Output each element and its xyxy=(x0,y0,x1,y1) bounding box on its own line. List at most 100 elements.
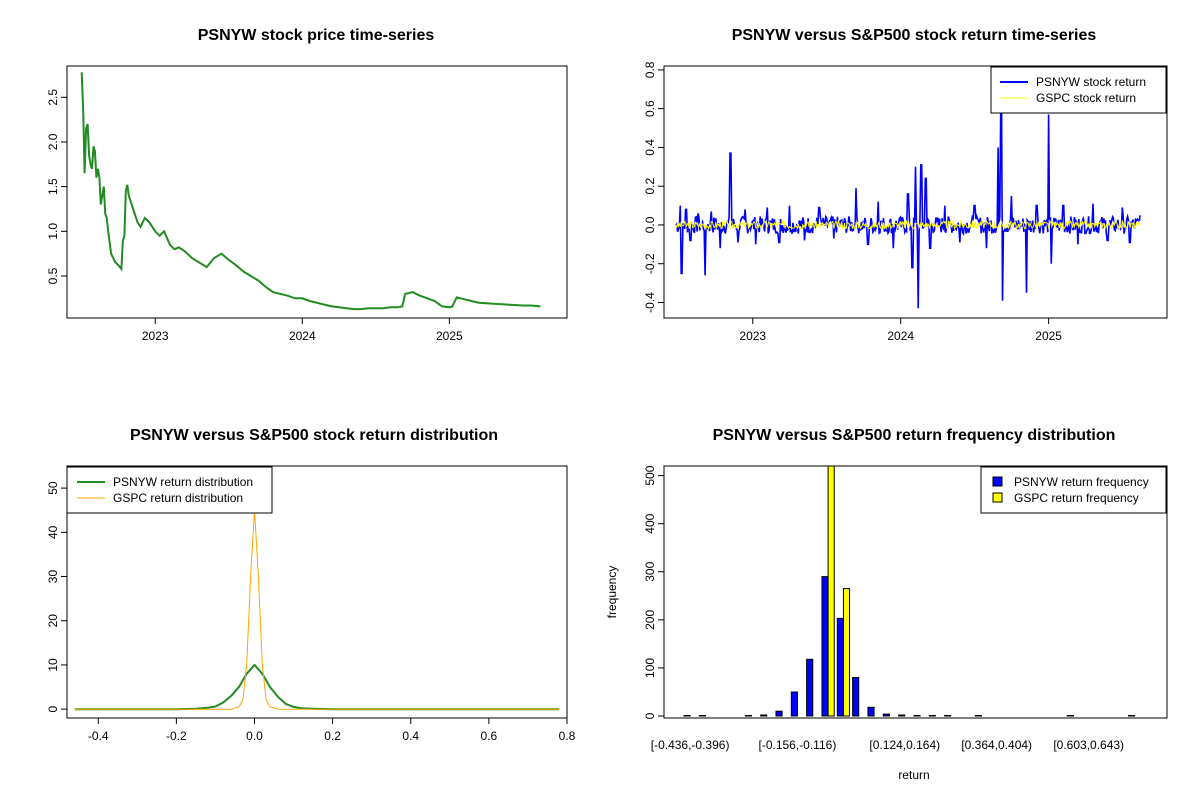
distribution-x-tick-label: 0.6 xyxy=(481,729,498,743)
return-x-axis: 2023 2024 2025 xyxy=(739,317,1062,343)
distribution-y-axis: 0 10 20 30 40 50 xyxy=(46,481,68,713)
distribution-y-tick-label: 20 xyxy=(46,614,60,628)
price-series xyxy=(80,72,541,311)
distribution-x-axis: -0.4 -0.2 0.0 0.2 0.4 0.6 0.8 xyxy=(88,717,576,743)
frequency-y-tick-label: 500 xyxy=(643,465,657,485)
price-y-tick-label: 2.5 xyxy=(46,89,60,106)
frequency-legend-label-psnyw: PSNYW return frequency xyxy=(1014,475,1149,489)
frequency-legend-box xyxy=(980,466,1167,514)
return-y-tick-label: 0.0 xyxy=(643,216,657,233)
frequency-x-label: return xyxy=(898,768,929,782)
price-y-tick-label: 2.0 xyxy=(46,133,60,150)
psnyw-frequency-bar xyxy=(898,714,906,717)
return-y-tick-label: -0.4 xyxy=(643,292,657,313)
return-x-tick-label: 2025 xyxy=(1035,329,1062,343)
distribution-x-tick-label: 0.8 xyxy=(559,729,576,743)
price-y-axis: 0.5 1.0 1.5 2.0 2.5 xyxy=(46,89,68,284)
frequency-y-tick-label: 300 xyxy=(643,561,657,581)
price-x-tick-label: 2025 xyxy=(436,329,463,343)
distribution-x-tick-label: 0.0 xyxy=(246,729,263,743)
distribution-x-tick-label: -0.4 xyxy=(88,729,109,743)
distribution-y-tick-label: 30 xyxy=(46,570,60,584)
distribution-chart-title: PSNYW versus S&P500 stock return distrib… xyxy=(130,427,498,444)
return-chart: PSNYW versus S&P500 stock return time-se… xyxy=(643,27,1168,343)
distribution-legend-label-gspc: GSPC return distribution xyxy=(113,491,243,505)
return-y-tick-label: -0.2 xyxy=(643,253,657,274)
return-legend-label-gspc: GSPC stock return xyxy=(1036,91,1136,105)
distribution-x-tick-label: -0.2 xyxy=(166,729,187,743)
price-x-axis: 2023 2024 2025 xyxy=(142,317,463,343)
frequency-bars xyxy=(683,465,1136,717)
price-line xyxy=(80,72,541,311)
gspc-density-line xyxy=(74,509,560,710)
psnyw-frequency-bar xyxy=(698,715,706,717)
frequency-chart: PSNYW versus S&P500 return frequency dis… xyxy=(605,427,1168,782)
frequency-legend-swatch-gspc xyxy=(992,492,1003,503)
psnyw-frequency-bar xyxy=(836,617,844,717)
return-legend: PSNYW stock return GSPC stock return xyxy=(990,66,1167,114)
return-legend-box xyxy=(990,66,1167,114)
psnyw-density-line xyxy=(74,663,560,711)
distribution-legend-label-psnyw: PSNYW return distribution xyxy=(113,475,253,489)
psnyw-frequency-bar xyxy=(944,715,952,717)
psnyw-frequency-bar xyxy=(775,710,783,717)
psnyw-frequency-bar xyxy=(913,715,921,717)
psnyw-frequency-bar xyxy=(867,706,875,717)
distribution-y-tick-label: 10 xyxy=(46,658,60,672)
return-x-tick-label: 2024 xyxy=(887,329,914,343)
psnyw-frequency-bar xyxy=(760,714,768,717)
frequency-y-tick-label: 200 xyxy=(643,610,657,630)
psnyw-frequency-bar xyxy=(683,715,691,717)
distribution-x-tick-label: 0.2 xyxy=(324,729,341,743)
psnyw-frequency-bar xyxy=(852,677,860,717)
frequency-x-tick-label: [-0.436,-0.396) xyxy=(651,738,730,752)
psnyw-frequency-bar xyxy=(806,658,814,717)
price-y-tick-label: 0.5 xyxy=(46,267,60,284)
frequency-y-axis: 0 100 200 300 400 500 xyxy=(643,465,665,719)
gspc-frequency-bar xyxy=(827,465,835,717)
return-chart-title: PSNYW versus S&P500 stock return time-se… xyxy=(732,27,1097,44)
frequency-y-tick-label: 0 xyxy=(643,712,657,719)
psnyw-frequency-bar xyxy=(974,715,982,717)
distribution-y-tick-label: 0 xyxy=(46,706,60,713)
psnyw-frequency-bar xyxy=(790,691,798,717)
price-y-tick-label: 1.0 xyxy=(46,223,60,240)
frequency-y-tick-label: 400 xyxy=(643,513,657,533)
psnyw-frequency-bar xyxy=(744,715,752,717)
psnyw-frequency-bar xyxy=(1066,715,1074,717)
frequency-x-tick-label: [0.364,0.404) xyxy=(961,738,1032,752)
price-plot-frame xyxy=(66,65,568,319)
frequency-y-tick-label: 100 xyxy=(643,658,657,678)
psnyw-frequency-bar xyxy=(928,715,936,717)
return-y-tick-label: 0.8 xyxy=(643,61,657,78)
psnyw-frequency-bar xyxy=(1128,715,1136,717)
frequency-y-label: frequency xyxy=(605,566,619,619)
distribution-x-tick-label: 0.4 xyxy=(402,729,419,743)
psnyw-frequency-bar xyxy=(882,713,890,717)
return-x-tick-label: 2023 xyxy=(739,329,766,343)
price-x-tick-label: 2023 xyxy=(142,329,169,343)
distribution-chart: PSNYW versus S&P500 stock return distrib… xyxy=(46,427,576,743)
distribution-y-tick-label: 40 xyxy=(46,525,60,539)
price-chart-title: PSNYW stock price time-series xyxy=(198,27,435,44)
return-y-tick-label: 0.4 xyxy=(643,139,657,156)
price-y-tick-label: 1.5 xyxy=(46,178,60,195)
return-series xyxy=(675,111,1141,309)
psnyw-frequency-bar xyxy=(821,576,829,717)
distribution-y-tick-label: 50 xyxy=(46,481,60,495)
gspc-frequency-bar xyxy=(842,588,851,717)
return-y-tick-label: 0.6 xyxy=(643,100,657,117)
return-y-tick-label: 0.2 xyxy=(643,178,657,195)
gspc-return-line xyxy=(675,219,1141,231)
frequency-x-tick-label: [0.124,0.164) xyxy=(869,738,940,752)
frequency-legend-swatch-psnyw xyxy=(992,476,1003,487)
distribution-legend-box xyxy=(66,466,273,514)
return-legend-label-psnyw: PSNYW stock return xyxy=(1036,75,1146,89)
price-chart: PSNYW stock price time-series 2023 2024 20… xyxy=(46,27,568,343)
frequency-x-axis: [-0.436,-0.396) [-0.156,-0.116) [0.124,0.1… xyxy=(651,738,1124,752)
price-x-tick-label: 2024 xyxy=(289,329,316,343)
frequency-x-tick-label: [-0.156,-0.116) xyxy=(758,738,836,752)
distribution-series xyxy=(74,509,560,711)
